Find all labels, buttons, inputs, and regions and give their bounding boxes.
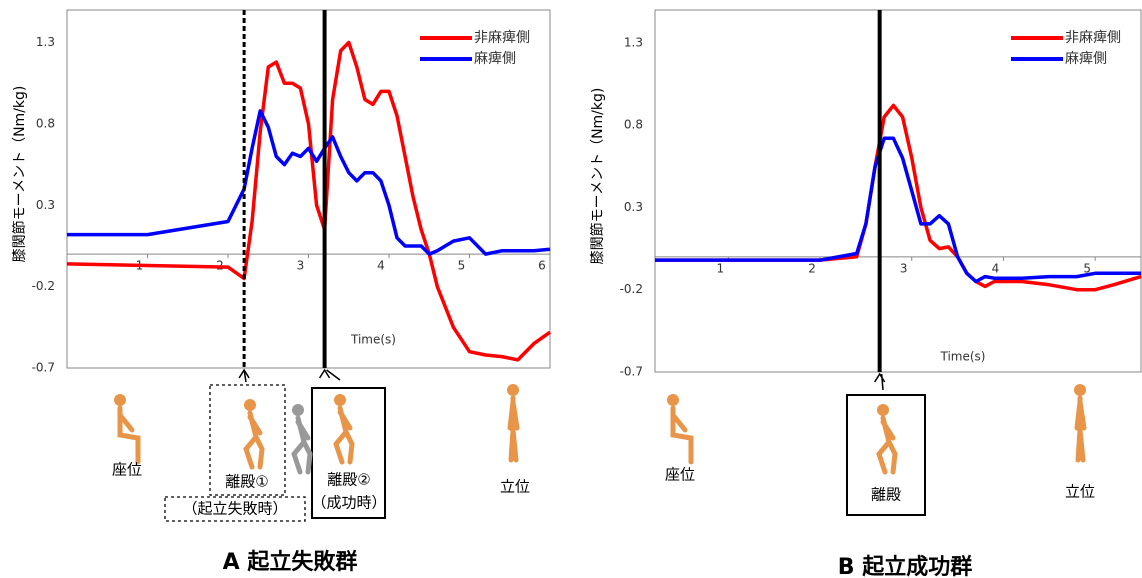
y-tick-label: 1.3 [36,35,55,49]
figure-icon [507,384,519,460]
body [673,408,691,462]
pose-label: （起立失敗時） [182,500,287,518]
body [510,398,517,460]
figure-icon [244,399,262,467]
x-tick-label: 6 [538,259,546,273]
figure-icon [114,394,138,462]
y-tick-label: -0.7 [620,365,643,379]
head [507,384,519,396]
body [294,418,310,472]
legend-label: 麻痺側 [474,50,516,67]
body [1077,398,1084,460]
series-line [67,43,550,360]
pose-label: 離殿 [871,486,901,504]
y-axis-label: 膝関節モーメント（Nm/kg) [589,88,606,265]
head [1074,384,1086,396]
y-tick-label: -0.7 [32,361,55,375]
pose-label: 立位 [500,478,530,496]
series-line [655,105,1141,289]
chart-title: A 起立失敗群 [223,549,358,575]
head [114,394,126,406]
body [246,413,262,467]
pose-label: 離殿② [327,471,370,489]
x-axis-label: Time(s) [350,333,396,347]
arrow [239,370,249,382]
head [334,394,346,406]
body [336,408,352,462]
y-tick-label: -0.2 [620,282,643,296]
y-axis-label: 膝関節モーメント（Nm/kg) [11,86,28,263]
series-line [655,138,1141,281]
x-tick-label: 4 [992,261,1000,275]
legend-label: 非麻痺側 [1065,29,1121,46]
arrow [875,374,885,390]
legend-label: 非麻痺側 [474,29,530,46]
figure-icon [334,394,352,462]
figure: -0.7 -0.2 0.3 0.8 1.3 1 2 3 4 5 6 Time(s) 膝関節モーメント（N… [0,0,1142,578]
y-tick-label: 0.8 [36,116,55,130]
x-axis-label: Time(s) [940,350,986,364]
pose-label: 立位 [1065,483,1095,501]
figure-icon [1074,384,1086,460]
x-tick-label: 3 [900,261,908,275]
legend-label: 麻痺側 [1065,50,1107,67]
head [244,399,256,411]
pose-label: 離殿① [225,473,268,491]
x-tick-label: 4 [377,259,385,273]
chart-title: B 起立成功群 [838,554,972,578]
head [292,404,304,416]
y-tick-label: -0.2 [32,279,55,293]
figure-icon [877,404,895,472]
pose-label: 座位 [112,461,142,479]
y-tick-label: 0.3 [624,200,643,214]
arrow [320,370,340,380]
figure-icon [292,404,310,472]
figure-icon [667,394,691,462]
x-tick-label: 2 [808,261,816,275]
y-tick-label: 0.3 [36,198,55,212]
x-tick-label: 1 [717,261,725,275]
pose-label: 座位 [665,466,695,484]
x-tick-label: 3 [297,259,305,273]
y-tick-label: 0.8 [624,118,643,132]
head [877,404,889,416]
pose-label: （成功時） [311,494,386,512]
y-tick-label: 1.3 [624,35,643,49]
body [120,408,138,462]
x-tick-label: 5 [458,259,466,273]
head [667,394,679,406]
body [879,418,895,472]
